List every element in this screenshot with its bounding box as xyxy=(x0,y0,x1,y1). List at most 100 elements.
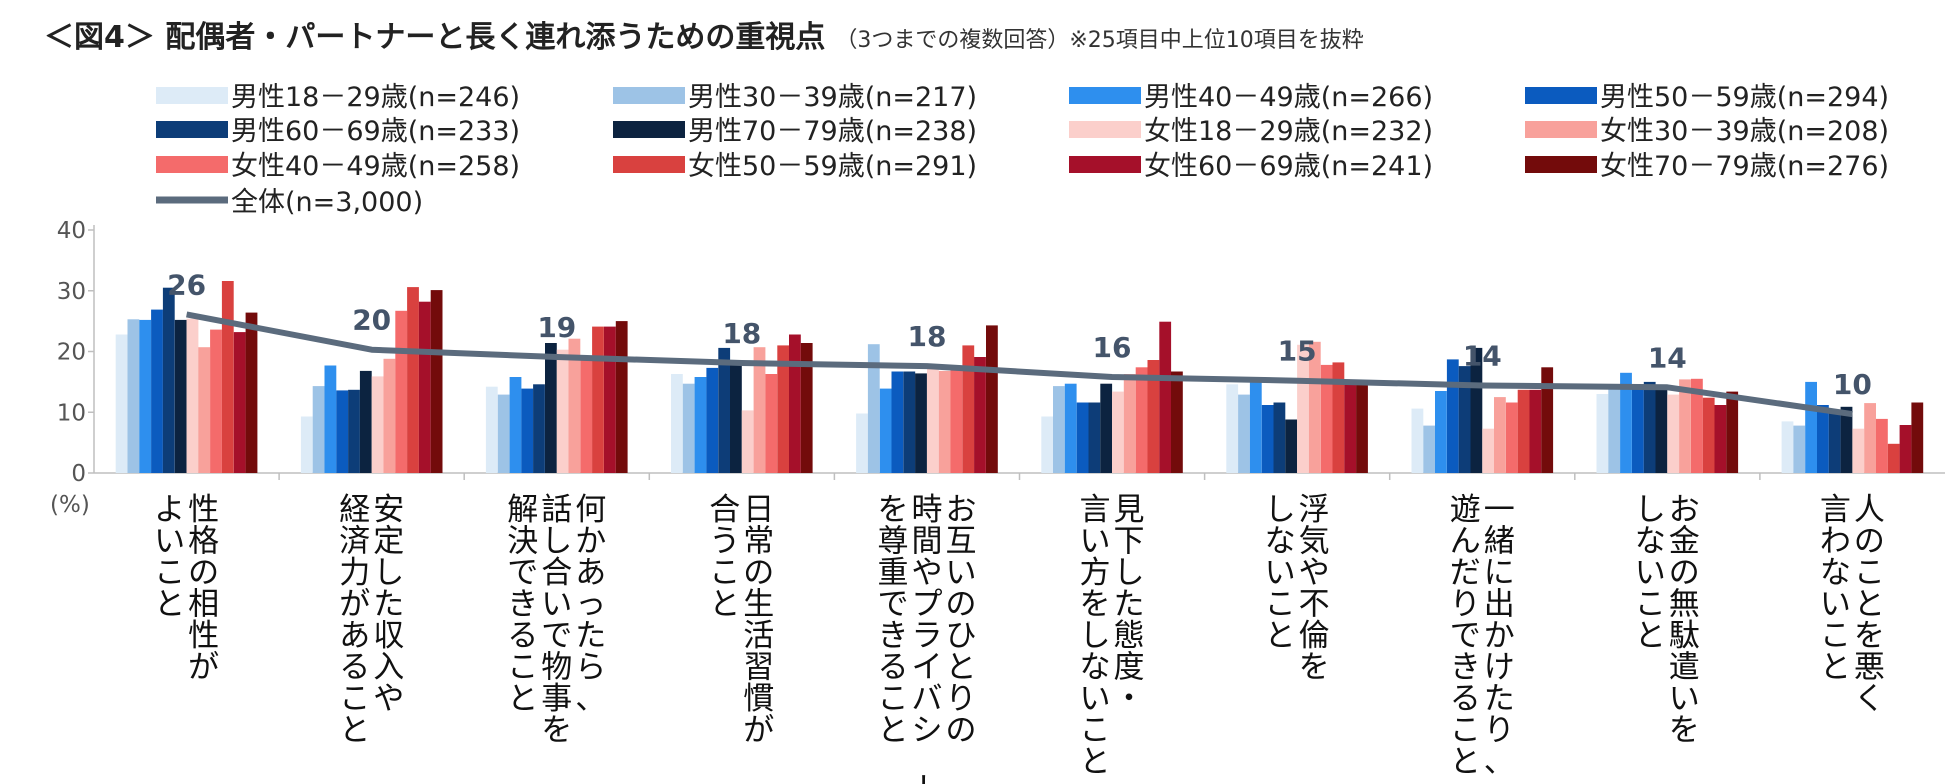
category-label: 遊んだりできること xyxy=(1450,492,1481,780)
category-label: 見下した態度・ xyxy=(1114,492,1145,717)
bar xyxy=(1632,386,1644,473)
legend-label: 男性70－79歳(n=238) xyxy=(688,116,977,147)
overall-data-label: 19 xyxy=(537,311,576,344)
legend-label: 男性60－69歳(n=233) xyxy=(231,116,520,147)
bar xyxy=(162,287,175,473)
overall-data-label: 20 xyxy=(352,304,391,337)
category-label: 人のことを悪く xyxy=(1854,492,1885,717)
overall-data-label: 15 xyxy=(1278,335,1317,368)
bar xyxy=(856,413,868,473)
bar xyxy=(950,369,963,473)
bar xyxy=(1840,406,1853,473)
category-label: しないこと xyxy=(1635,492,1666,654)
legend-label: 男性40－49歳(n=266) xyxy=(1144,82,1433,113)
bar xyxy=(706,367,719,473)
bar xyxy=(568,338,581,473)
bar xyxy=(1171,371,1183,473)
bar xyxy=(198,347,211,473)
bar xyxy=(1876,418,1888,473)
bar xyxy=(324,365,337,473)
bar xyxy=(1411,408,1424,473)
bar xyxy=(730,363,742,473)
bar xyxy=(509,377,522,473)
category-label: 安定した収入や xyxy=(373,492,404,717)
bar xyxy=(1100,383,1113,473)
bar xyxy=(556,349,569,473)
y-tick-label: 0 xyxy=(71,461,86,487)
bar xyxy=(1505,402,1518,473)
overall-data-label: 14 xyxy=(1463,340,1502,373)
bars xyxy=(115,281,1924,473)
category-label: 言い方をしないこと xyxy=(1080,492,1111,780)
legend-swatch xyxy=(613,121,685,138)
bar xyxy=(348,389,360,473)
bar xyxy=(1470,347,1483,473)
y-tick-label: 40 xyxy=(57,218,86,244)
y-tick-label: 30 xyxy=(57,279,86,305)
bar xyxy=(938,370,951,473)
bar xyxy=(1620,372,1632,473)
bar xyxy=(1691,378,1703,473)
bar xyxy=(151,309,163,473)
legend-label: 男性18－29歳(n=246) xyxy=(231,82,520,113)
bar xyxy=(1643,381,1656,473)
bar xyxy=(1112,391,1124,473)
bar xyxy=(1249,381,1262,473)
legend: 男性18－29歳(n=246) 男性30－39歳(n=217) 男性40－49歳(n… xyxy=(156,82,1889,218)
legend-swatch xyxy=(1525,156,1597,173)
bar xyxy=(210,329,222,473)
legend-label: 女性60－69歳(n=241) xyxy=(1144,151,1433,182)
bar xyxy=(407,287,419,473)
category-label: 一緒に出かけたり、 xyxy=(1484,492,1515,780)
legend-label: 女性30－39歳(n=208) xyxy=(1600,116,1889,147)
category-label: 何かあったら、 xyxy=(575,492,606,717)
category-label: お金の無駄遣いを xyxy=(1669,492,1700,749)
bar xyxy=(1852,428,1865,473)
bar xyxy=(1911,402,1924,473)
bar xyxy=(300,416,313,473)
bar xyxy=(765,374,778,473)
bar xyxy=(1238,394,1250,473)
legend-label: 女性50－59歳(n=291) xyxy=(688,151,977,182)
bar xyxy=(718,347,731,473)
bar xyxy=(1596,394,1609,473)
bar xyxy=(682,383,695,473)
overall-data-label: 18 xyxy=(722,317,761,350)
bar xyxy=(383,358,396,473)
chart-title-block: ＜図4＞ 配偶者・パートナーと長く連れ添うための重視点 （3つまでの複数回答）※2… xyxy=(44,12,1364,56)
bar xyxy=(545,343,557,473)
bar xyxy=(1159,321,1172,473)
legend-label: 男性50－59歳(n=294) xyxy=(1600,82,1889,113)
overall-data-label: 14 xyxy=(1648,341,1687,374)
bar xyxy=(1494,397,1506,473)
legend-label: 女性18－29歳(n=232) xyxy=(1144,116,1433,147)
bar xyxy=(1864,403,1876,473)
bar xyxy=(915,373,927,473)
legend-swatch xyxy=(613,156,685,173)
bar xyxy=(1123,374,1136,473)
bar xyxy=(1781,421,1794,473)
category-label: 解決できること xyxy=(507,492,538,717)
category-label: 経済力があること xyxy=(339,492,370,749)
bar xyxy=(1076,402,1089,473)
data-labels: 26 20 19 18 18 16 15 14 14 10 xyxy=(167,268,1872,401)
legend-label: 男性30－39歳(n=217) xyxy=(688,82,977,113)
bar xyxy=(521,388,534,473)
bar xyxy=(753,347,766,473)
overall-line xyxy=(186,311,1853,418)
legend-swatch xyxy=(1525,87,1597,104)
bar xyxy=(1655,388,1668,473)
bar xyxy=(1261,405,1274,473)
bar xyxy=(694,377,707,473)
category-label: しないこと xyxy=(1265,492,1296,654)
bar xyxy=(1482,428,1495,473)
overall-data-label: 26 xyxy=(167,268,206,301)
bar xyxy=(671,374,683,473)
overall-data-label: 16 xyxy=(1093,331,1132,364)
bar xyxy=(1679,379,1691,473)
bar xyxy=(418,301,431,473)
bar xyxy=(139,319,152,473)
overall-data-label: 18 xyxy=(908,320,947,353)
bar xyxy=(1817,405,1829,473)
overall-line-layer xyxy=(186,311,1853,418)
